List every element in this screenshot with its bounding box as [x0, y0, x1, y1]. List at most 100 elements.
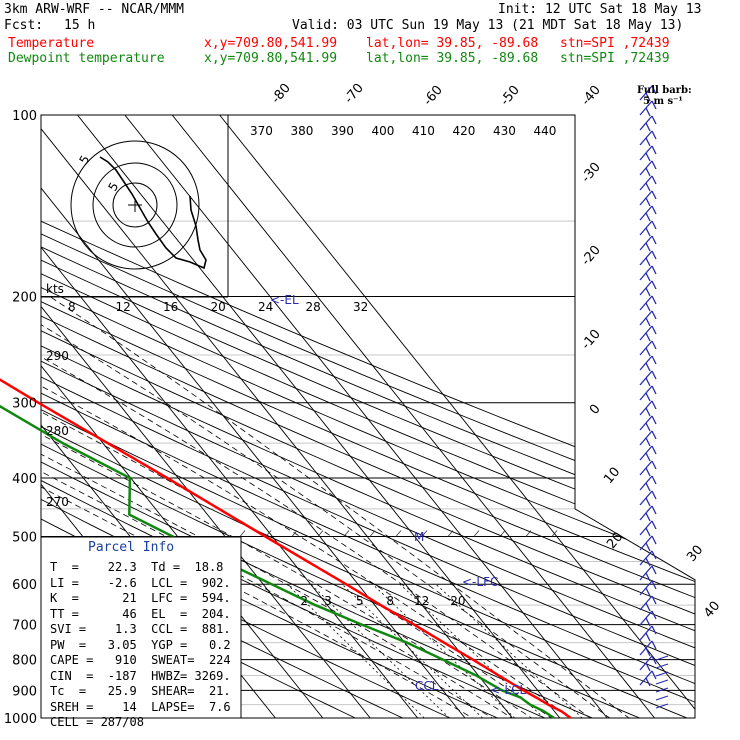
skewed-temp-label: -80 [269, 81, 294, 107]
tick-mark [473, 530, 480, 537]
wind-barb-flag [645, 587, 651, 597]
theta-label: 410 [412, 124, 435, 138]
init-time: Init: 12 UTC Sat 18 May 13 [498, 2, 702, 17]
dry-adiabat [41, 127, 695, 718]
wind-barb-flag [645, 107, 651, 117]
mixing-ratio-line [372, 583, 516, 718]
wind-barb-flag [645, 302, 651, 312]
isotherm [41, 115, 418, 718]
mixing-ratio-label: 20 [450, 594, 465, 608]
hodograph-ring-label: 5 [76, 153, 92, 167]
wind-barb-flag [645, 137, 651, 147]
isotherm [41, 115, 371, 718]
dry-adiabat [41, 127, 695, 718]
parcel-info-row: SREH = 14 LAPSE= 7.6 [50, 699, 231, 714]
full-barb-label: Full barb: [637, 85, 692, 96]
skewed-temp-label: 10 [601, 465, 623, 487]
wind-barb-flag [645, 167, 651, 177]
wind-barb-flag [651, 325, 657, 335]
wind-barb-flag [645, 632, 651, 642]
wind-barb-flag [645, 647, 651, 657]
tick-mark [421, 530, 428, 537]
skewed-temp-label: 30 [684, 543, 706, 565]
isotherm [219, 115, 695, 718]
hodograph-ring-label: 5 [105, 180, 121, 194]
temperature-latlon: lat,lon= 39.85, -89.68 [366, 36, 539, 51]
fcst-label: Fcst: [4, 18, 44, 33]
parcel-info-row: CELL = 287/08 [50, 715, 144, 729]
skewed-temp-label: -40 [579, 83, 604, 109]
parcel-info-row: PW = 3.05 YGP = 0.2 [50, 637, 231, 652]
moist-adiabat [41, 296, 514, 718]
skewed-temp-label: -60 [421, 83, 446, 109]
tick-mark [369, 530, 376, 537]
wind-barb-flag [651, 505, 657, 515]
moist-adiabat [41, 296, 609, 718]
skewed-temp-label: -70 [342, 81, 367, 107]
moist-adiabat [41, 296, 590, 718]
moist-adiabat [49, 296, 647, 718]
profile-annotation: <-LCL [490, 683, 526, 697]
wind-barb-flag [651, 160, 657, 170]
pressure-tick-label: 300 [12, 397, 37, 412]
hodograph-speed-label: 20 [211, 300, 226, 314]
moist-adiabat [41, 296, 533, 718]
wind-barb-flag [645, 542, 651, 552]
full-barb-value: 5 m s⁻¹ [643, 96, 683, 107]
dry-adiabat [41, 127, 695, 718]
theta-label: 380 [291, 124, 314, 138]
wind-barb-flag [651, 595, 657, 605]
wind-barb [655, 679, 669, 685]
wind-barb-flag [651, 340, 657, 350]
theta-label: 370 [250, 124, 273, 138]
wind-barb-flag [651, 475, 657, 485]
wind-barb-flag [651, 220, 657, 230]
wind-barb-flag [651, 370, 657, 380]
isotherm [41, 115, 466, 718]
mixing-ratio-line [310, 583, 450, 718]
profile-annotation: CCL [415, 679, 439, 693]
isotherm [124, 115, 608, 718]
wind-barb-flag [645, 677, 651, 687]
wind-barb-flag [645, 662, 651, 672]
tick-mark [447, 530, 454, 537]
wind-barb-flag [645, 557, 651, 567]
wind-barb-flag [651, 430, 657, 440]
theta-label: 390 [331, 124, 354, 138]
isotherm [171, 115, 655, 718]
wind-barb-flag [645, 392, 651, 402]
wind-barb-flag [651, 565, 657, 575]
mixing-ratio-line [435, 583, 583, 718]
wind-barb-flag [651, 640, 657, 650]
wind-barb-flag [645, 122, 651, 132]
wind-barb-flag [645, 617, 651, 627]
parcel-info-row: LI = -2.6 LCL = 902. [50, 575, 231, 590]
temperature-xy: x,y=709.80,541.99 [204, 36, 338, 51]
wind-barb-flag [645, 362, 651, 372]
pressure-tick-label: 200 [12, 291, 37, 306]
pressure-tick-label: 500 [12, 530, 37, 545]
wind-barb-flag [651, 625, 657, 635]
plot-border [40, 114, 696, 719]
wind-barb [655, 687, 669, 693]
tick-mark [265, 530, 272, 537]
pressure-tick-label: 900 [12, 684, 37, 699]
theta-label: 440 [534, 124, 557, 138]
mixing-ratio-line [341, 583, 483, 718]
theta-low-label: 290 [46, 349, 69, 363]
mixing-ratio-label: 3 [324, 594, 332, 608]
wind-barb-flag [651, 250, 657, 260]
parcel-info-box [40, 536, 242, 719]
profile-annotation: <-LFC [462, 575, 498, 589]
wind-barb-flag [651, 145, 657, 155]
wind-barb-flag [651, 355, 657, 365]
theta-low-label: 280 [46, 424, 69, 438]
hodograph-trace [99, 156, 207, 270]
dewpoint-xy: x,y=709.80,541.99 [204, 51, 338, 66]
wind-barb [655, 703, 669, 709]
moist-adiabat [41, 296, 552, 718]
wind-barb-flag [651, 265, 657, 275]
isotherm [77, 115, 561, 718]
